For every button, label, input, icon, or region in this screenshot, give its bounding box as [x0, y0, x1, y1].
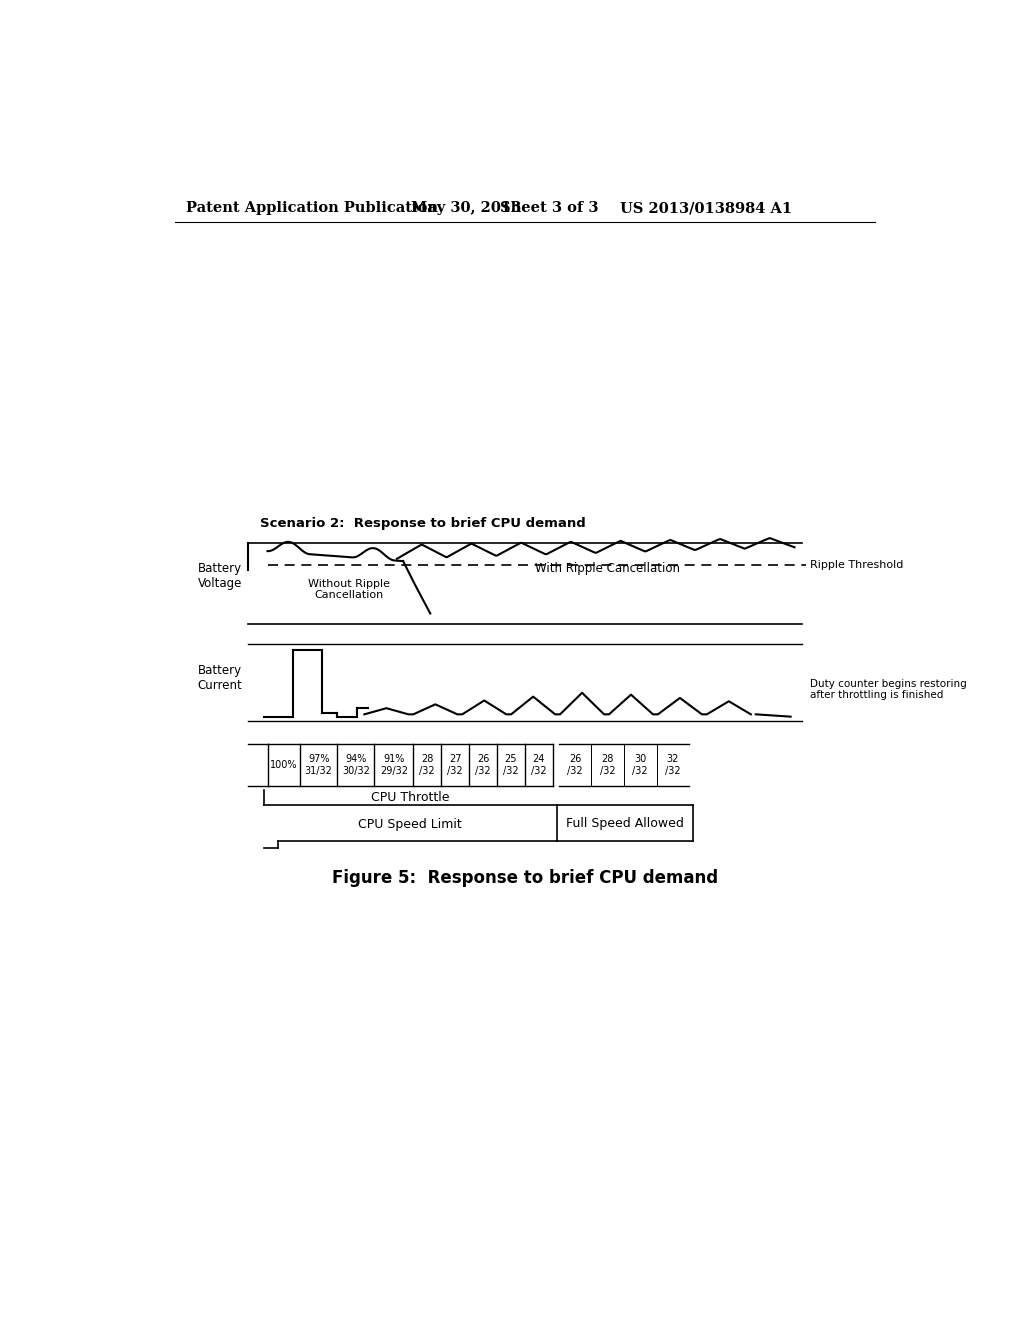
Text: 100%: 100%: [270, 760, 298, 770]
Text: Battery
Current: Battery Current: [198, 664, 242, 692]
Text: US 2013/0138984 A1: US 2013/0138984 A1: [621, 202, 793, 215]
Text: Sheet 3 of 3: Sheet 3 of 3: [500, 202, 598, 215]
Text: 91%
29/32: 91% 29/32: [380, 754, 408, 776]
Text: CPU Speed Limit: CPU Speed Limit: [358, 817, 462, 830]
Text: Patent Application Publication: Patent Application Publication: [186, 202, 438, 215]
Text: 32
/32: 32 /32: [665, 754, 681, 776]
Text: Scenario 2:  Response to brief CPU demand: Scenario 2: Response to brief CPU demand: [260, 516, 586, 529]
Text: May 30, 2013: May 30, 2013: [411, 202, 521, 215]
Text: 25
/32: 25 /32: [503, 754, 519, 776]
Text: 97%
31/32: 97% 31/32: [305, 754, 333, 776]
Text: 27
/32: 27 /32: [447, 754, 463, 776]
Text: 26
/32: 26 /32: [567, 754, 583, 776]
Text: 26
/32: 26 /32: [475, 754, 490, 776]
Text: 94%
30/32: 94% 30/32: [342, 754, 370, 776]
Text: CPU Throttle: CPU Throttle: [371, 791, 450, 804]
Text: Ripple Threshold: Ripple Threshold: [810, 560, 903, 570]
Text: Without Ripple
Cancellation: Without Ripple Cancellation: [308, 579, 390, 601]
Text: Figure 5:  Response to brief CPU demand: Figure 5: Response to brief CPU demand: [332, 869, 718, 887]
Text: 24
/32: 24 /32: [530, 754, 547, 776]
Text: 28
/32: 28 /32: [600, 754, 615, 776]
Text: Duty counter begins restoring
after throttling is finished: Duty counter begins restoring after thro…: [810, 678, 967, 701]
Text: 28
/32: 28 /32: [420, 754, 435, 776]
Text: With Ripple Cancellation: With Ripple Cancellation: [535, 562, 680, 576]
Text: Full Speed Allowed: Full Speed Allowed: [566, 817, 684, 830]
Text: 30
/32: 30 /32: [633, 754, 648, 776]
Text: Battery
Voltage: Battery Voltage: [198, 562, 242, 590]
